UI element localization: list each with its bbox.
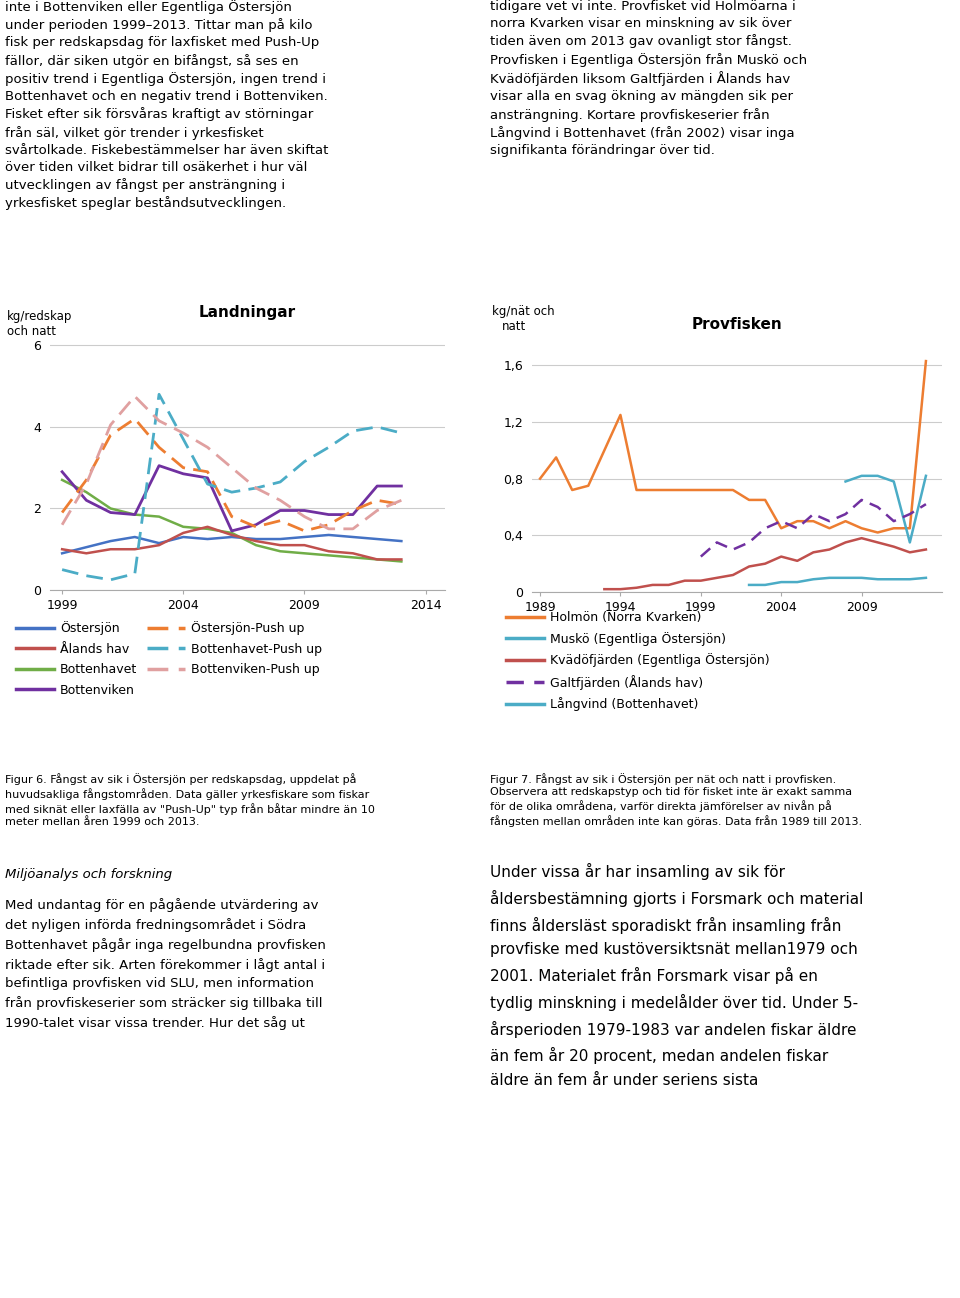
- Text: Under vissa år har insamling av sik för
åldersbestämning gjorts i Forsmark och m: Under vissa år har insamling av sik för …: [490, 863, 863, 1088]
- Text: Med undantag för en pågående utvärdering av
det nyligen införda fredningsområdet: Med undantag för en pågående utvärdering…: [5, 898, 325, 1031]
- Text: kg/redskap: kg/redskap: [7, 310, 72, 323]
- Text: Figur 7. Fångst av sik i Östersjön per nät och natt i provfisken.
Observera att : Figur 7. Fångst av sik i Östersjön per n…: [490, 774, 862, 827]
- Text: Figur 6. Fångst av sik i Östersjön per redskapsdag, uppdelat på
huvudsakliga fån: Figur 6. Fångst av sik i Östersjön per r…: [5, 774, 374, 827]
- Legend: Östersjön, Ålands hav, Bottenhavet, Bottenviken, Östersjön-Push up, Bottenhavet-: Östersjön, Ålands hav, Bottenhavet, Bott…: [16, 622, 322, 697]
- Text: inte i Bottenviken eller Egentliga Östersjön
under perioden 1999–2013. Tittar ma: inte i Bottenviken eller Egentliga Öster…: [5, 0, 328, 210]
- Text: natt: natt: [502, 321, 526, 334]
- Text: kg/nät och: kg/nät och: [492, 305, 555, 318]
- Text: Miljöanalys och forskning: Miljöanalys och forskning: [5, 868, 172, 881]
- Legend: Holmön (Norra Kvarken), Muskö (Egentliga Östersjön), Kvädöfjärden (Egentliga Öst: Holmön (Norra Kvarken), Muskö (Egentliga…: [506, 611, 770, 711]
- Text: tidigare vet vi inte. Provfisket vid Holmöarna i
norra Kvarken visar en minsknin: tidigare vet vi inte. Provfisket vid Hol…: [490, 0, 807, 157]
- Title: Landningar: Landningar: [199, 305, 296, 319]
- Title: Provfisken: Provfisken: [691, 317, 782, 332]
- Text: och natt: och natt: [7, 324, 56, 337]
